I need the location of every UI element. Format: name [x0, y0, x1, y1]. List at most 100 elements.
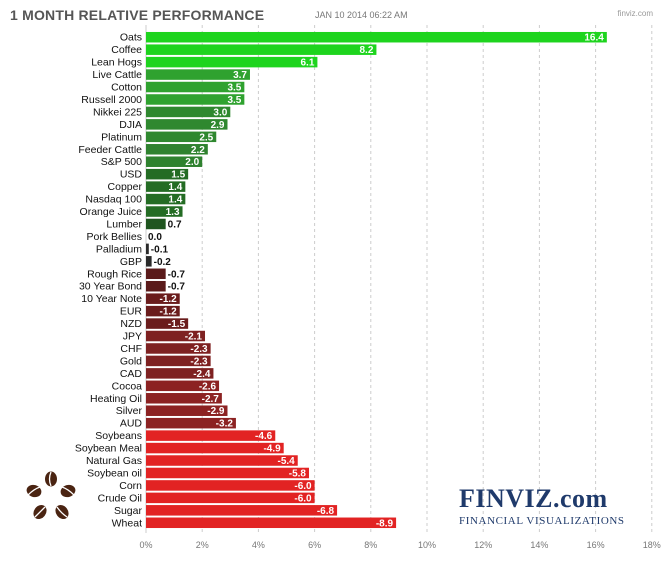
category-label: Rough Rice	[87, 268, 142, 280]
category-label: Heating Oil	[90, 393, 142, 405]
bar	[146, 144, 208, 155]
category-label: Soybeans	[95, 430, 142, 442]
value-label: 0.0	[148, 232, 162, 243]
coffee-beans-icon	[26, 471, 76, 520]
value-label: -1.2	[159, 294, 177, 305]
category-label: Cocoa	[112, 380, 143, 392]
value-label: -0.7	[168, 282, 186, 293]
bar	[146, 106, 231, 118]
bar	[146, 56, 318, 68]
value-label: -2.4	[193, 369, 211, 380]
bar	[146, 31, 607, 43]
value-label: -3.2	[216, 419, 234, 430]
category-label: Lean Hogs	[91, 57, 142, 69]
value-label: -5.4	[278, 456, 296, 467]
category-label: Sugar	[114, 505, 143, 517]
bar	[146, 517, 397, 529]
x-tick-label: 0%	[139, 540, 152, 550]
value-label: -1.5	[168, 319, 186, 330]
category-label: Crude Oil	[98, 492, 142, 504]
bar	[146, 393, 222, 404]
value-label: -0.7	[168, 269, 186, 280]
value-label: -4.9	[263, 444, 281, 455]
bar	[146, 368, 214, 379]
value-label: 2.0	[185, 157, 199, 168]
x-tick-label: 2%	[196, 540, 209, 550]
category-label: CHF	[120, 343, 142, 355]
category-label: GBP	[120, 256, 142, 268]
x-tick-label: 16%	[587, 540, 605, 550]
category-label: Live Cattle	[92, 69, 142, 81]
bar	[146, 343, 211, 354]
category-label: EUR	[120, 306, 143, 318]
bar	[146, 218, 166, 230]
x-tick-label: 12%	[474, 540, 492, 550]
value-label: 3.7	[233, 70, 247, 81]
category-label: USD	[120, 169, 143, 181]
value-label: 3.5	[227, 95, 241, 106]
category-label: Nasdaq 100	[85, 194, 142, 206]
category-label: DJIA	[119, 119, 142, 131]
value-label: 6.1	[301, 58, 315, 69]
value-label: 3.0	[213, 107, 227, 118]
category-label: Oats	[120, 32, 142, 44]
category-label: Nikkei 225	[93, 106, 142, 118]
bar	[146, 442, 284, 454]
category-label: Russell 2000	[81, 94, 142, 106]
category-label: S&P 500	[101, 156, 142, 168]
bar	[146, 256, 152, 267]
bar	[146, 168, 189, 180]
category-label: Copper	[108, 181, 143, 193]
value-label: -2.9	[207, 406, 225, 417]
value-label: -2.3	[190, 344, 208, 355]
bars	[146, 31, 607, 529]
x-tick-label: 6%	[308, 540, 321, 550]
bar	[146, 505, 338, 516]
bar	[146, 268, 166, 280]
category-label: Coffee	[111, 44, 142, 56]
bar	[146, 405, 228, 416]
value-labels: 16.48.26.13.73.53.53.02.92.52.22.01.51.4…	[148, 33, 604, 530]
bar	[146, 81, 245, 93]
value-label: 16.4	[584, 33, 604, 44]
value-label: 1.3	[166, 207, 180, 218]
value-label: -1.2	[159, 307, 177, 318]
value-label: 1.4	[168, 182, 182, 193]
value-label: 2.5	[199, 132, 213, 143]
bar	[146, 156, 203, 167]
bar	[146, 355, 211, 367]
value-label: 1.5	[171, 170, 185, 181]
value-label: -6.8	[317, 506, 335, 517]
value-label: -4.6	[255, 431, 273, 442]
bar	[146, 181, 186, 192]
category-label: Feeder Cattle	[78, 144, 142, 156]
value-label: -8.9	[376, 518, 394, 529]
bar	[146, 417, 236, 429]
value-label: 0.7	[168, 219, 182, 230]
category-label: Silver	[116, 405, 143, 417]
bar	[146, 243, 149, 255]
category-label: Platinum	[101, 131, 142, 143]
category-label: Lumber	[106, 218, 142, 230]
bar	[146, 193, 186, 205]
category-label: Gold	[120, 355, 142, 367]
bar	[146, 293, 180, 304]
x-tick-label: 4%	[252, 540, 265, 550]
bar	[146, 131, 217, 143]
category-label: Palladium	[96, 243, 142, 255]
category-label: Soybean Meal	[75, 443, 142, 455]
value-label: -5.8	[289, 468, 307, 479]
bar	[146, 330, 206, 342]
category-label: NZD	[120, 318, 142, 330]
value-label: -2.7	[202, 394, 220, 405]
x-tick-label: 10%	[418, 540, 436, 550]
x-tick-label: 18%	[643, 540, 661, 550]
category-label: Pork Bellies	[87, 231, 142, 243]
credit-link[interactable]: finviz.com	[617, 9, 653, 18]
category-label: Corn	[119, 480, 142, 492]
bar	[146, 318, 189, 329]
category-label: AUD	[120, 418, 143, 430]
x-tick-label: 14%	[530, 540, 548, 550]
